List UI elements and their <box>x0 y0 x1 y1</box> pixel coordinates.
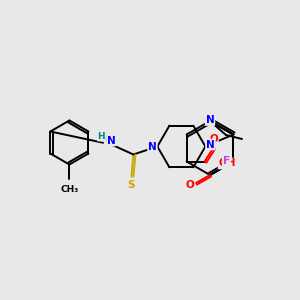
Text: S: S <box>128 179 135 190</box>
Text: CH₃: CH₃ <box>60 184 79 194</box>
Text: F: F <box>223 155 230 166</box>
Text: H: H <box>105 135 112 144</box>
Text: O: O <box>186 180 194 190</box>
Text: H: H <box>105 135 112 144</box>
Text: H: H <box>98 132 105 141</box>
Text: N: N <box>148 142 157 152</box>
Text: OH: OH <box>219 158 236 169</box>
Text: O: O <box>209 134 218 145</box>
Text: N: N <box>107 136 116 146</box>
Text: N: N <box>206 140 215 149</box>
Text: N: N <box>206 115 214 125</box>
